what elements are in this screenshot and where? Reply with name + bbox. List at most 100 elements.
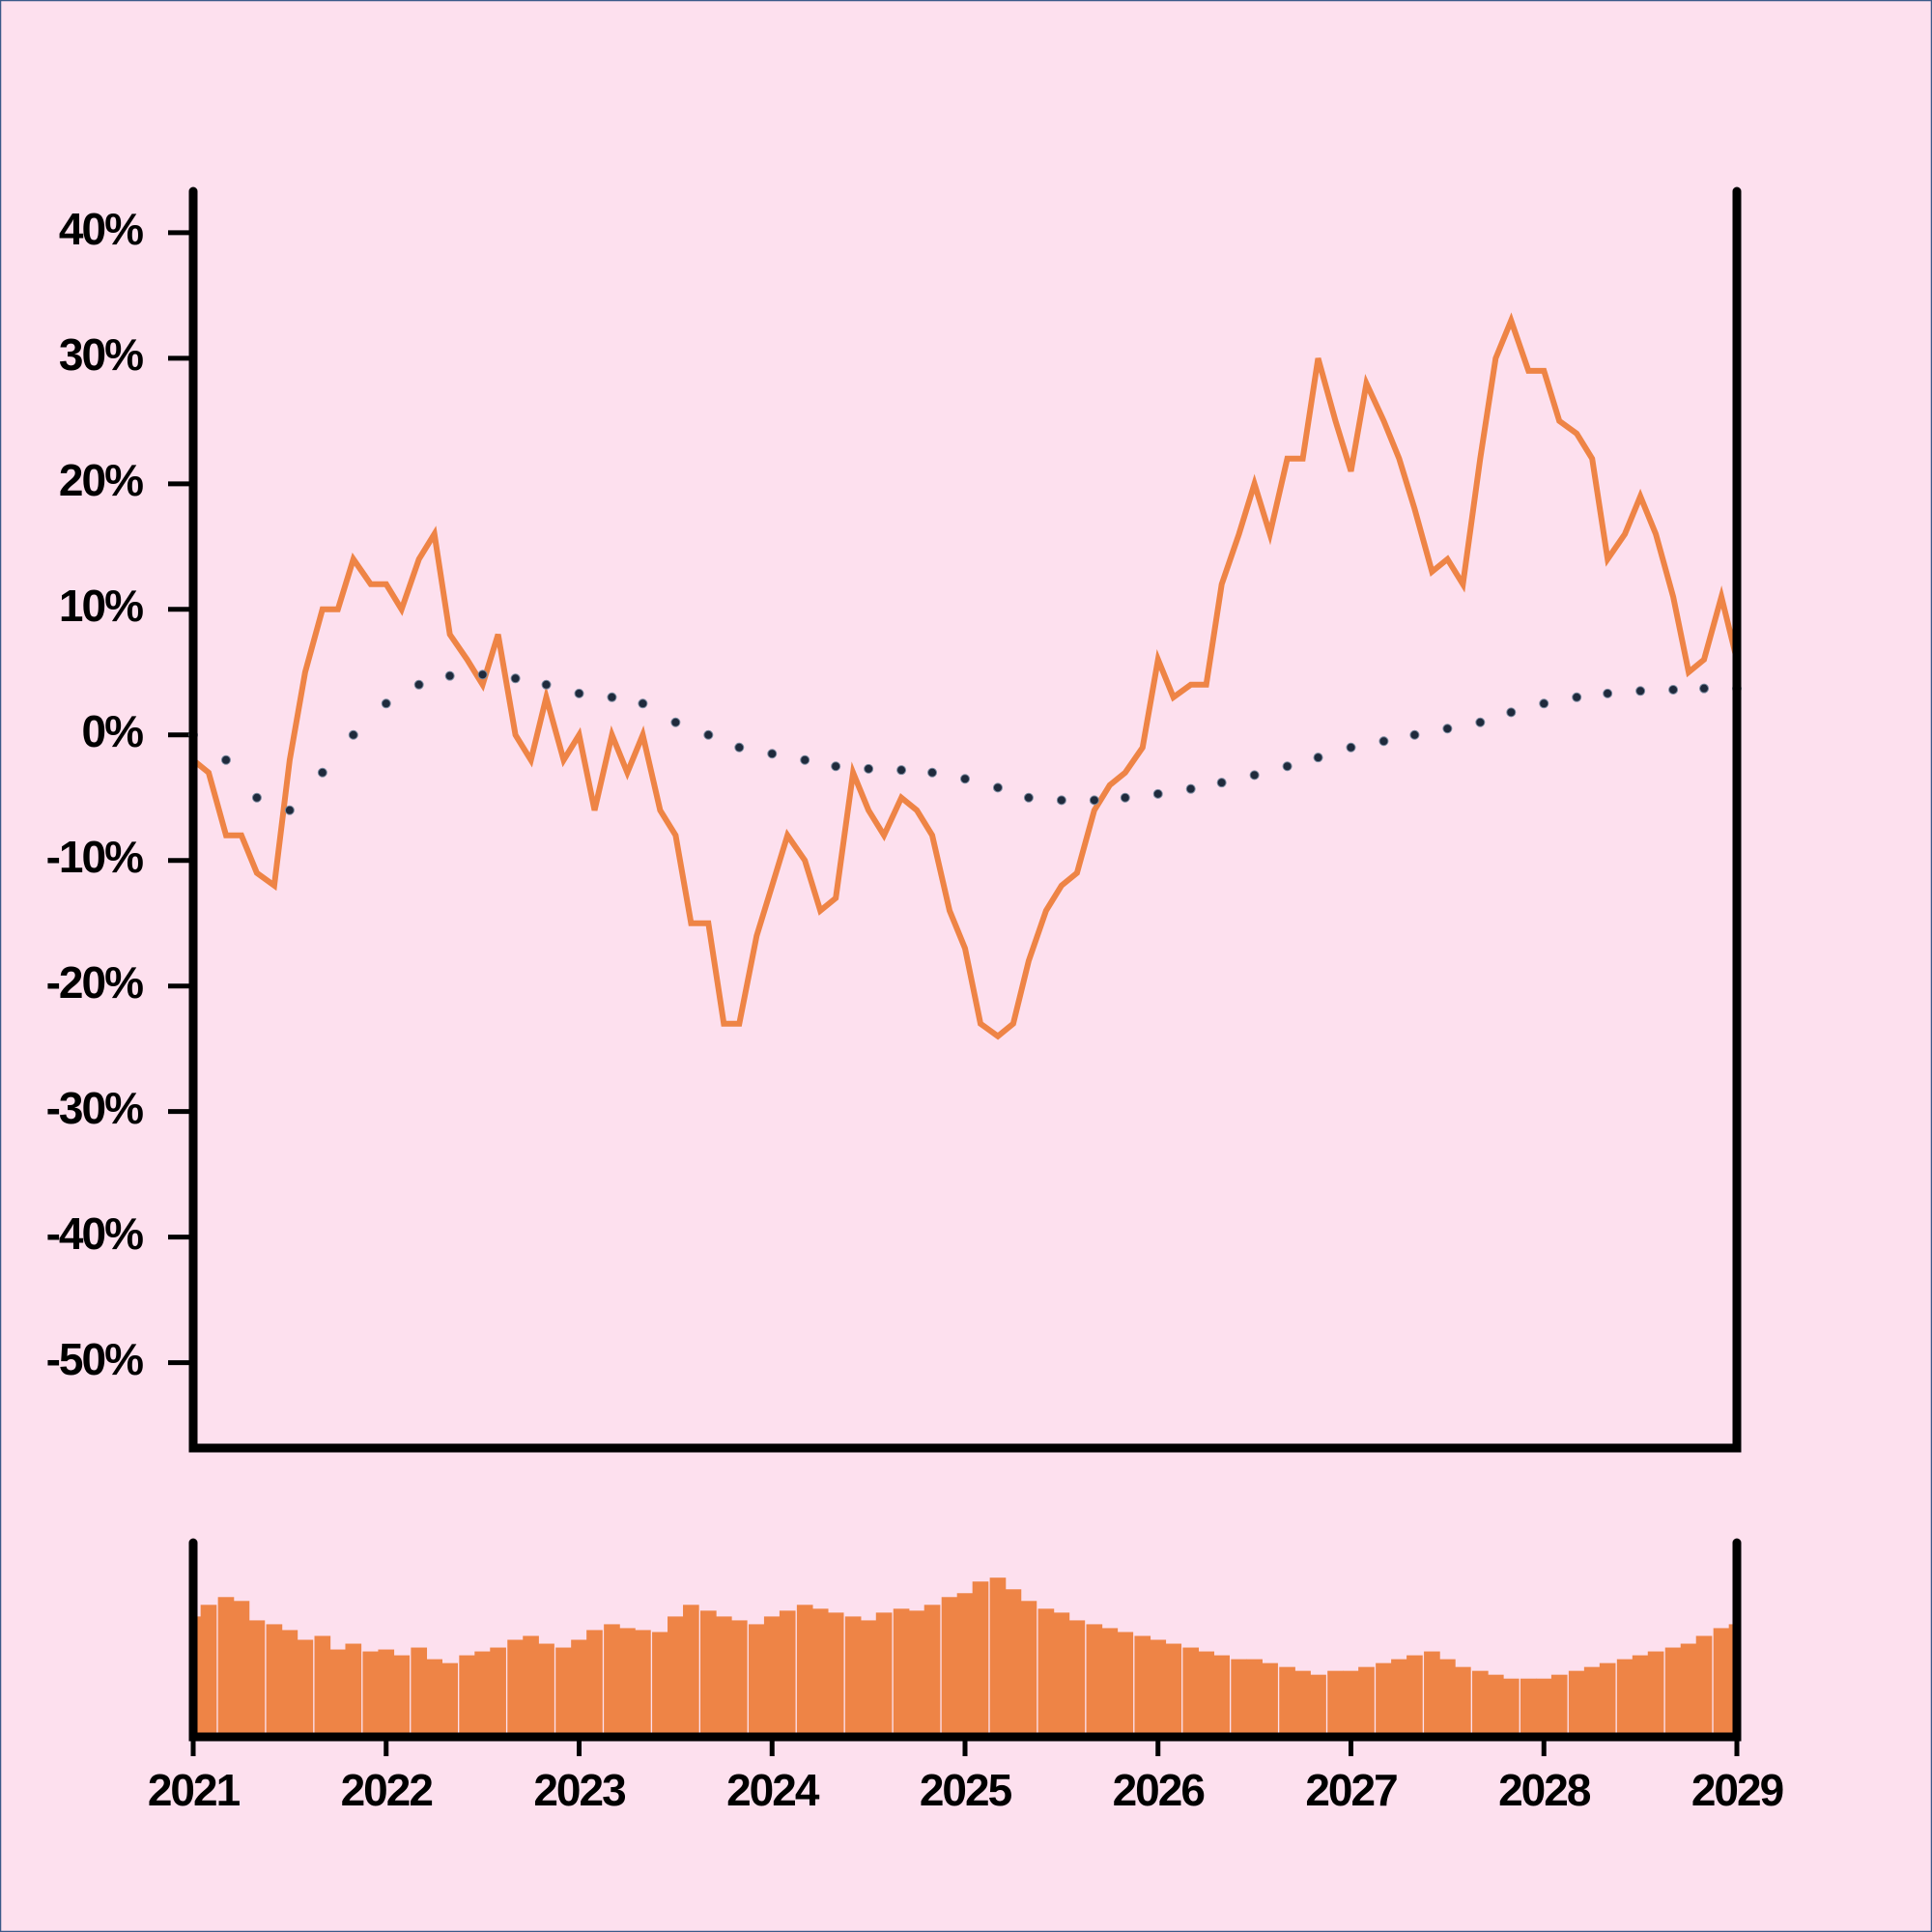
trend-dot xyxy=(574,688,584,698)
volume-bar xyxy=(1632,1655,1649,1737)
x-tick-label: 2024 xyxy=(726,1765,820,1815)
volume-bar xyxy=(1406,1655,1423,1737)
trend-dot xyxy=(1506,707,1517,718)
volume-bar xyxy=(459,1655,475,1737)
volume-bar xyxy=(956,1593,974,1737)
volume-bar xyxy=(763,1616,781,1737)
price-line xyxy=(191,312,1740,1040)
volume-bar xyxy=(908,1610,925,1737)
volume-bar xyxy=(635,1630,651,1737)
trend-dot xyxy=(1668,684,1679,695)
volume-bar xyxy=(1424,1651,1440,1737)
volume-bar xyxy=(378,1649,395,1737)
volume-bar xyxy=(668,1616,684,1737)
x-tick-label: 2025 xyxy=(920,1765,1012,1815)
y-tick-label: -30% xyxy=(46,1083,143,1133)
volume-bar xyxy=(266,1624,283,1737)
volume-bar xyxy=(1262,1662,1278,1737)
y-tick-label: 30% xyxy=(59,329,143,380)
volume-bar xyxy=(507,1639,524,1737)
trend-dot xyxy=(477,669,488,680)
trend-dot xyxy=(413,679,424,690)
volume-bar xyxy=(1213,1655,1230,1737)
trend-dot xyxy=(1603,688,1613,698)
trend-dot xyxy=(1442,724,1453,734)
volume-bar xyxy=(345,1643,362,1737)
trend-dot xyxy=(1249,770,1260,781)
trend-dot xyxy=(927,767,938,778)
volume-bar xyxy=(297,1639,314,1737)
volume-bar xyxy=(1664,1647,1682,1737)
y-tick-label: 10% xyxy=(59,581,143,631)
volume-bar xyxy=(1376,1662,1392,1737)
trend-dot xyxy=(1023,792,1034,803)
x-tick-label: 2022 xyxy=(341,1765,433,1815)
volume-bar xyxy=(555,1647,572,1737)
volume-bar xyxy=(844,1616,862,1737)
volume-bar xyxy=(989,1577,1007,1737)
x-tick-label: 2026 xyxy=(1113,1765,1205,1815)
volume-bar xyxy=(1439,1659,1456,1737)
trend-dot xyxy=(864,763,874,774)
volume-bar xyxy=(619,1628,636,1737)
y-tick-label: 20% xyxy=(59,455,143,505)
volume-bar xyxy=(1068,1620,1086,1737)
volume-bar xyxy=(1616,1659,1634,1737)
volume-bar xyxy=(411,1647,428,1737)
volume-bar xyxy=(1101,1628,1119,1737)
volume-bar xyxy=(860,1620,877,1737)
trend-dot xyxy=(1313,753,1323,763)
trend-dot xyxy=(1282,761,1293,772)
volume-bar xyxy=(923,1605,941,1737)
volume-bar xyxy=(1020,1601,1037,1737)
volume-bar xyxy=(329,1649,347,1737)
volume-bar xyxy=(1182,1647,1200,1737)
trend-dot xyxy=(1216,778,1227,788)
x-tick-label: 2021 xyxy=(148,1765,241,1815)
volume-bar xyxy=(1327,1670,1344,1737)
volume-bar xyxy=(1117,1632,1134,1737)
volume-bar xyxy=(1599,1662,1616,1737)
y-tick-label: -10% xyxy=(46,832,143,882)
volume-bar xyxy=(1713,1628,1730,1737)
volume-bar xyxy=(1134,1635,1151,1737)
volume-bar xyxy=(248,1620,266,1737)
x-tick-label: 2028 xyxy=(1498,1765,1591,1815)
volume-bar xyxy=(1647,1651,1664,1737)
volume-bar xyxy=(683,1605,699,1737)
trend-dot xyxy=(831,761,841,772)
trend-dot xyxy=(670,717,681,727)
volume-bar xyxy=(827,1612,844,1737)
trend-dot xyxy=(1475,717,1486,727)
trend-dot xyxy=(1056,795,1066,806)
volume-bar xyxy=(893,1608,910,1737)
trend-dot xyxy=(1539,698,1549,709)
volume-bar xyxy=(1294,1670,1311,1737)
axis-frame xyxy=(188,186,1742,1453)
volume-bar xyxy=(217,1597,235,1737)
y-tick-label: -20% xyxy=(46,957,143,1008)
volume-bar xyxy=(426,1659,443,1737)
volume-bar xyxy=(233,1601,250,1737)
trend-dot xyxy=(1635,686,1646,696)
x-tick-label: 2027 xyxy=(1305,1765,1397,1815)
volume-bar xyxy=(1165,1643,1182,1737)
volume-bar xyxy=(1695,1635,1713,1737)
x-tick-label: 2023 xyxy=(533,1765,625,1815)
trend-dot xyxy=(607,692,617,702)
trend-dot xyxy=(703,729,714,740)
trend-dot xyxy=(767,749,778,759)
trend-dot xyxy=(1120,792,1130,803)
trend-dot xyxy=(284,805,295,815)
volume-bar xyxy=(586,1630,603,1737)
trend-dot xyxy=(1185,783,1196,794)
trend-dot xyxy=(1346,742,1356,753)
volume-bar xyxy=(1343,1670,1359,1737)
axis-frame xyxy=(188,1538,1742,1742)
trend-dot xyxy=(317,767,327,778)
volume-bar xyxy=(1198,1651,1215,1737)
trend-dot xyxy=(1572,692,1582,702)
volume-bar xyxy=(604,1624,620,1737)
